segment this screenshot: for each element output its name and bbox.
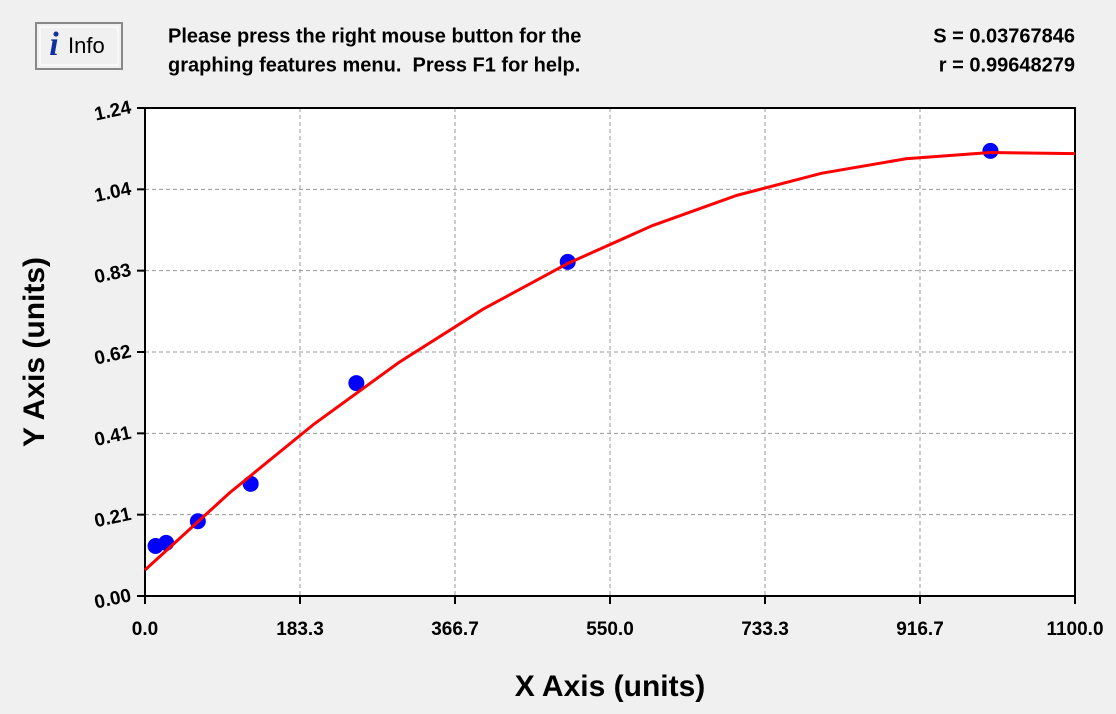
x-axis-label: X Axis (units)	[515, 670, 706, 703]
x-tick-label: 183.3	[276, 619, 324, 640]
y-tick-label: 1.24	[93, 97, 134, 125]
x-tick-label: 916.7	[896, 619, 944, 640]
help-message: graphing features menu. Press F1 for hel…	[168, 54, 580, 76]
data-point	[982, 142, 999, 159]
help-message: Please press the right mouse button for …	[168, 25, 581, 47]
button-frame[interactable]	[35, 22, 123, 70]
x-tick-label: 366.7	[431, 619, 479, 640]
fit-stat: r = 0.99648279	[939, 54, 1075, 76]
data-point	[348, 375, 365, 392]
plot-frame	[144, 107, 1076, 597]
x-tick-label: 733.3	[741, 619, 789, 640]
y-tick-label: 0.83	[93, 260, 134, 288]
data-point	[158, 534, 175, 551]
x-tick-label: 1100.0	[1046, 619, 1103, 640]
y-tick-label: 0.00	[93, 585, 134, 613]
info-icon: i	[49, 26, 59, 63]
fit-stat: S = 0.03767846	[933, 25, 1075, 47]
x-tick-label: 0.0	[132, 619, 158, 640]
data-point	[242, 475, 259, 492]
y-tick-label: 0.62	[93, 341, 134, 369]
y-axis-label: Y Axis (units)	[18, 257, 51, 447]
x-tick-label: 550.0	[586, 619, 634, 640]
y-tick-label: 0.21	[93, 504, 134, 532]
button-label[interactable]: Info	[68, 33, 105, 58]
fit-curve	[143, 150, 1076, 572]
y-tick-label: 1.04	[93, 179, 134, 207]
y-tick-label: 0.41	[93, 423, 134, 451]
button-bevel	[39, 26, 119, 66]
info-button[interactable]: i Info	[35, 22, 123, 70]
